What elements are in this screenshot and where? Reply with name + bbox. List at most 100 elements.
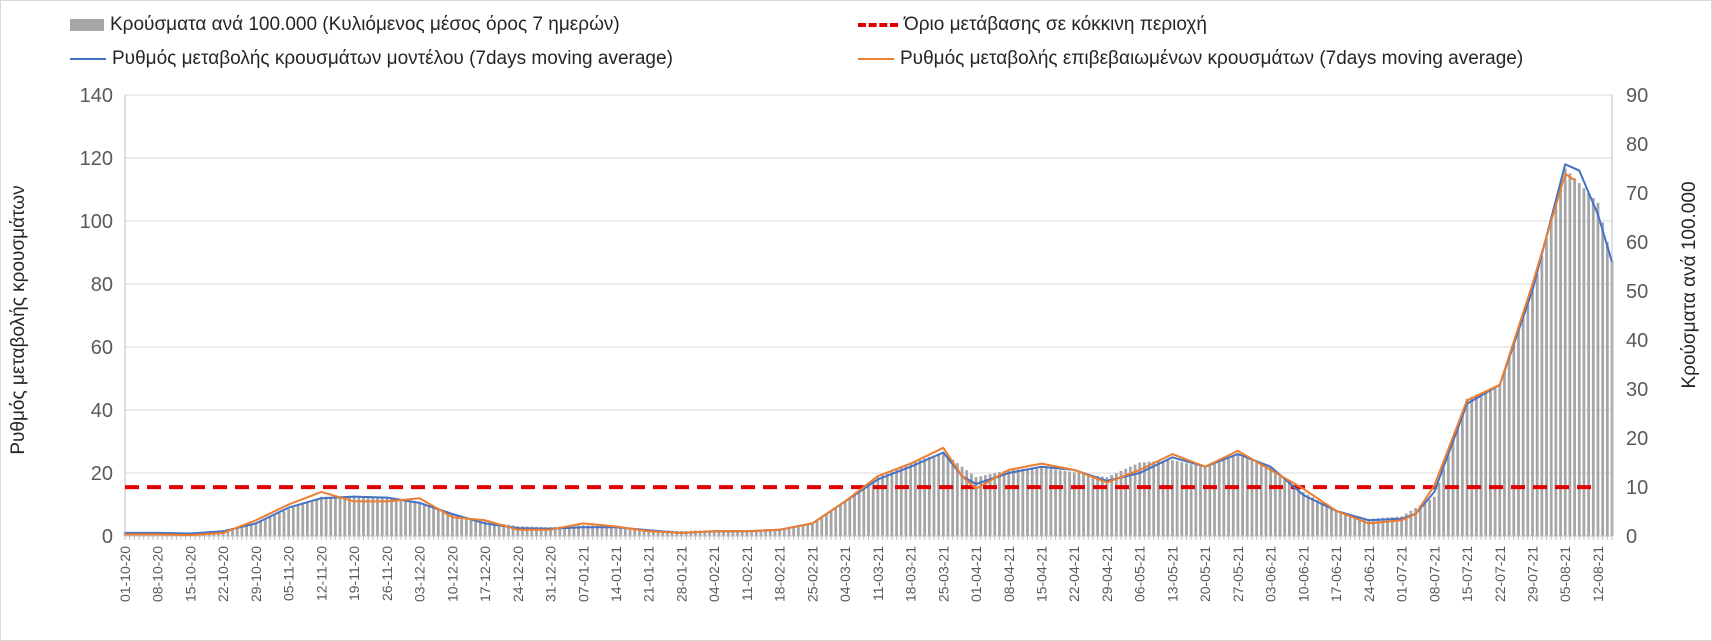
bar (881, 475, 884, 536)
bar (969, 473, 973, 536)
bar (1203, 467, 1207, 536)
bar (591, 525, 595, 536)
bar (712, 530, 716, 536)
bar (525, 526, 529, 536)
legend-label-threshold: Όριο μετάβασης σε κόκκινη περιοχή (904, 14, 1207, 35)
bar (394, 498, 398, 536)
bar (305, 502, 309, 536)
bar (1367, 518, 1371, 536)
bar (773, 528, 777, 536)
bar (268, 517, 272, 536)
bar (1273, 470, 1277, 536)
bar (1091, 475, 1095, 536)
bar (913, 461, 917, 536)
bar (1086, 474, 1090, 536)
bar (488, 522, 492, 536)
bar (974, 477, 978, 536)
bar (493, 522, 496, 536)
bar (703, 530, 707, 536)
bar (759, 529, 763, 536)
bar (1077, 473, 1081, 536)
bar (1325, 505, 1329, 536)
bar (535, 526, 538, 536)
bar (567, 526, 571, 536)
bar (446, 512, 450, 536)
bar (1563, 168, 1567, 536)
x-tick-label: 04-02-21 (706, 546, 722, 602)
bar (324, 496, 328, 536)
x-tick-label: 04-03-21 (837, 546, 853, 602)
y-tick-label-right: 20 (1626, 428, 1648, 450)
x-tick-label: 12-11-20 (313, 546, 329, 601)
y-tick-label-left: 100 (80, 211, 113, 233)
bar (1316, 500, 1319, 536)
bar (876, 477, 880, 536)
bar (623, 527, 627, 536)
bar (1264, 465, 1268, 536)
bar (1068, 471, 1071, 536)
x-tick-label: 03-06-21 (1263, 546, 1279, 602)
bar (1016, 469, 1020, 536)
bar (637, 529, 641, 536)
bar (1479, 392, 1483, 536)
bar (722, 530, 725, 536)
bar (338, 496, 342, 536)
bar (1301, 491, 1305, 536)
bar (1526, 304, 1530, 536)
bar (647, 530, 651, 536)
bar (1222, 460, 1226, 536)
bar (1236, 455, 1240, 536)
legend-swatch-bars (70, 18, 104, 31)
bar (1199, 466, 1202, 536)
bar (726, 530, 730, 536)
bar (1390, 517, 1394, 536)
y-tick-label-left: 40 (91, 400, 113, 422)
bar (357, 495, 361, 536)
bar (1180, 462, 1184, 536)
bar (927, 456, 931, 536)
bar (932, 455, 936, 536)
bar (1105, 477, 1109, 536)
bar (1428, 499, 1432, 536)
bar (1002, 470, 1006, 536)
x-tick-label: 05-11-20 (281, 546, 297, 601)
bar (754, 529, 758, 536)
legend-item-threshold: Όριο μετάβασης σε κόκκινη περιοχή (858, 14, 1207, 36)
bar (521, 526, 524, 536)
bar (656, 530, 660, 536)
bar (1358, 516, 1361, 536)
bar (862, 487, 866, 536)
bar (460, 516, 464, 536)
x-tick-label: 12-08-21 (1590, 546, 1606, 602)
bar (1152, 461, 1156, 536)
bar (628, 527, 632, 536)
bar (1320, 503, 1324, 536)
x-tick-label: 08-04-21 (1001, 546, 1017, 602)
bar (871, 480, 875, 536)
x-tick-label: 29-10-20 (248, 546, 264, 602)
bar (1255, 462, 1259, 536)
bar (1175, 461, 1179, 536)
bar (633, 528, 637, 536)
y-tick-label-right: 30 (1626, 379, 1648, 401)
bar (764, 529, 768, 536)
bar (1114, 473, 1118, 536)
bar (1456, 426, 1460, 536)
bar (376, 496, 379, 536)
bar (1030, 468, 1034, 536)
bar (1283, 477, 1287, 536)
bar (853, 494, 856, 536)
bar (455, 515, 459, 536)
bar (362, 496, 365, 536)
bar (909, 462, 912, 536)
x-tick-label: 01-07-21 (1394, 546, 1410, 602)
bar (717, 530, 721, 536)
bar (979, 476, 983, 536)
bar (885, 473, 889, 536)
bar (778, 528, 782, 536)
bar (310, 500, 314, 536)
x-tick-label: 27-05-21 (1230, 546, 1246, 602)
bar (502, 524, 506, 536)
bar (1161, 460, 1165, 536)
y-tick-label-left: 0 (102, 526, 113, 548)
